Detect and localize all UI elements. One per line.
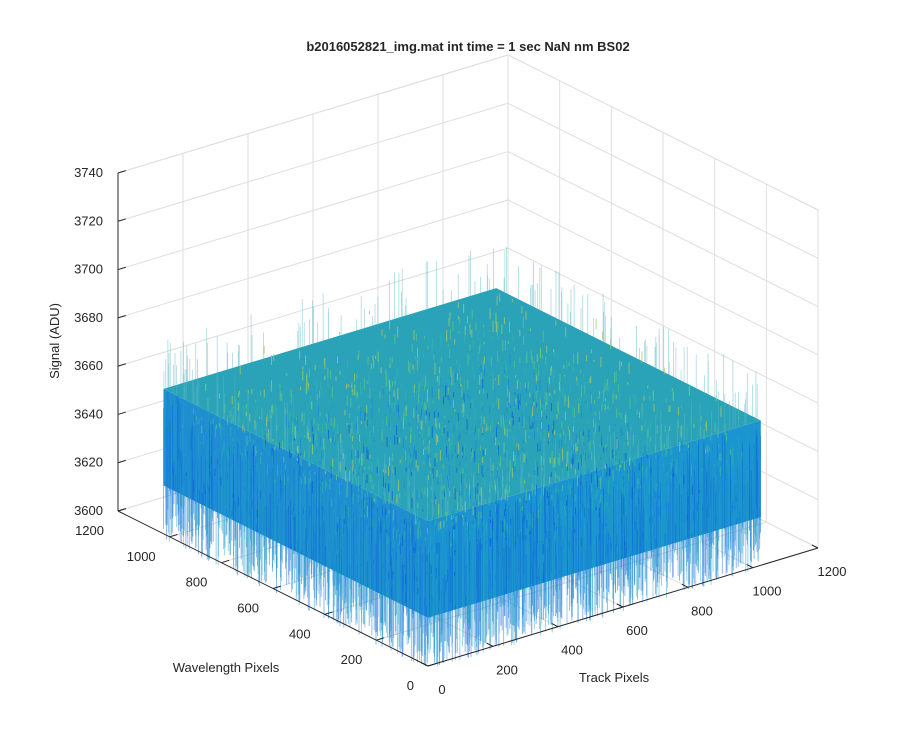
x-tick-label: 400 xyxy=(561,643,583,658)
x-tick-label: 800 xyxy=(691,603,713,618)
z-tick-mark xyxy=(117,266,126,271)
x-tick-label: 1000 xyxy=(753,584,782,599)
y-axis-title: Wavelength Pixels xyxy=(173,660,280,675)
y-tick-mark xyxy=(427,663,436,667)
tick-labels: 0 200 400 600 800 1000 1200 0 200 400 600 800 1000 12… xyxy=(74,165,846,697)
x-tick-mark xyxy=(486,642,494,647)
z-tick-mark xyxy=(117,508,126,512)
x-tick-mark xyxy=(746,564,754,569)
z-tick-label: 3720 xyxy=(74,213,103,228)
z-tick-label: 3640 xyxy=(74,406,103,421)
y-tick-mark xyxy=(324,611,333,615)
y-tick-mark xyxy=(272,585,281,589)
surface-spikes xyxy=(163,246,758,521)
y-tick-label: 0 xyxy=(407,678,414,693)
z-tick-mark xyxy=(117,459,126,464)
x-tick-mark xyxy=(681,583,689,588)
z-tick-mark xyxy=(117,218,126,222)
y-tick-label: 400 xyxy=(289,626,311,641)
y-tick-mark xyxy=(169,533,178,538)
x-tick-label: 1200 xyxy=(818,564,847,579)
z-tick-label: 3620 xyxy=(74,455,103,470)
z-tick-label: 3700 xyxy=(74,262,103,277)
chart-title: b2016052821_img.mat int time = 1 sec NaN… xyxy=(306,39,629,54)
x-tick-mark xyxy=(811,544,819,549)
surface-noise-top xyxy=(205,293,740,529)
z-tick-mark xyxy=(117,170,126,174)
y-tick-label: 200 xyxy=(341,652,363,667)
frame-edge xyxy=(507,54,819,211)
z-tick-label: 3600 xyxy=(74,503,103,518)
y-tick-label: 600 xyxy=(237,601,259,616)
y-tick-mark xyxy=(221,559,230,564)
z-tick-mark xyxy=(117,411,126,415)
x-tick-mark xyxy=(616,603,624,608)
y-tick-label: 1200 xyxy=(75,523,104,538)
surface-top xyxy=(163,288,761,522)
z-axis-title: Signal (ADU) xyxy=(47,303,62,379)
z-tick-label: 3660 xyxy=(74,358,103,373)
surface-noise-side xyxy=(165,398,761,666)
surface-plot xyxy=(163,246,761,667)
y-tick-mark xyxy=(376,637,385,641)
z-tick-label: 3740 xyxy=(74,165,103,180)
z-tick-mark xyxy=(117,363,126,367)
frame-edge xyxy=(117,54,509,174)
y-tick-label: 1000 xyxy=(127,549,156,564)
x-tick-label: 600 xyxy=(626,623,648,638)
z-tick-mark xyxy=(117,315,126,319)
y-tick-label: 800 xyxy=(186,575,208,590)
tick-marks xyxy=(117,170,819,667)
x-tick-mark xyxy=(551,623,559,628)
x-tick-mark xyxy=(421,662,429,667)
z-tick-label: 3680 xyxy=(74,310,103,325)
x-axis-title: Track Pixels xyxy=(579,670,650,685)
x-tick-label: 0 xyxy=(438,682,445,697)
x-tick-label: 200 xyxy=(496,662,518,677)
